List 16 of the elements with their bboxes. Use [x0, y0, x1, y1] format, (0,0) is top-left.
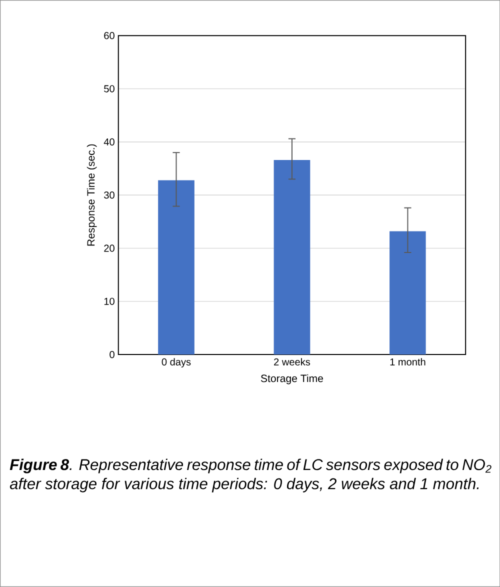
x-tick-label: 2 weeks: [274, 358, 310, 366]
bar: [274, 160, 310, 355]
x-tick-label: 0 days: [162, 358, 191, 368]
y-tick-label: 10: [104, 298, 114, 305]
y-tick-label: 0: [110, 350, 114, 358]
y-tick-label: 60: [104, 32, 114, 40]
x-tick-label: 1 month: [390, 358, 426, 366]
text: Figure 8. Representative response time of LC sensors exposed to NO$_{2}$ after storage for various time periods: 0 days, 2 weeks and 1 month.: [10, 458, 492, 492]
y-axis-title: Response Time (sec.): [86, 144, 97, 246]
bar: [158, 180, 194, 355]
y-tick-label: 50: [104, 85, 114, 92]
y-tick-label: 20: [104, 244, 114, 252]
bar: [389, 231, 426, 355]
x-axis-title: Storage Time: [260, 374, 323, 384]
y-tick-label: 40: [104, 138, 114, 146]
y-tick-label: 30: [104, 192, 114, 199]
